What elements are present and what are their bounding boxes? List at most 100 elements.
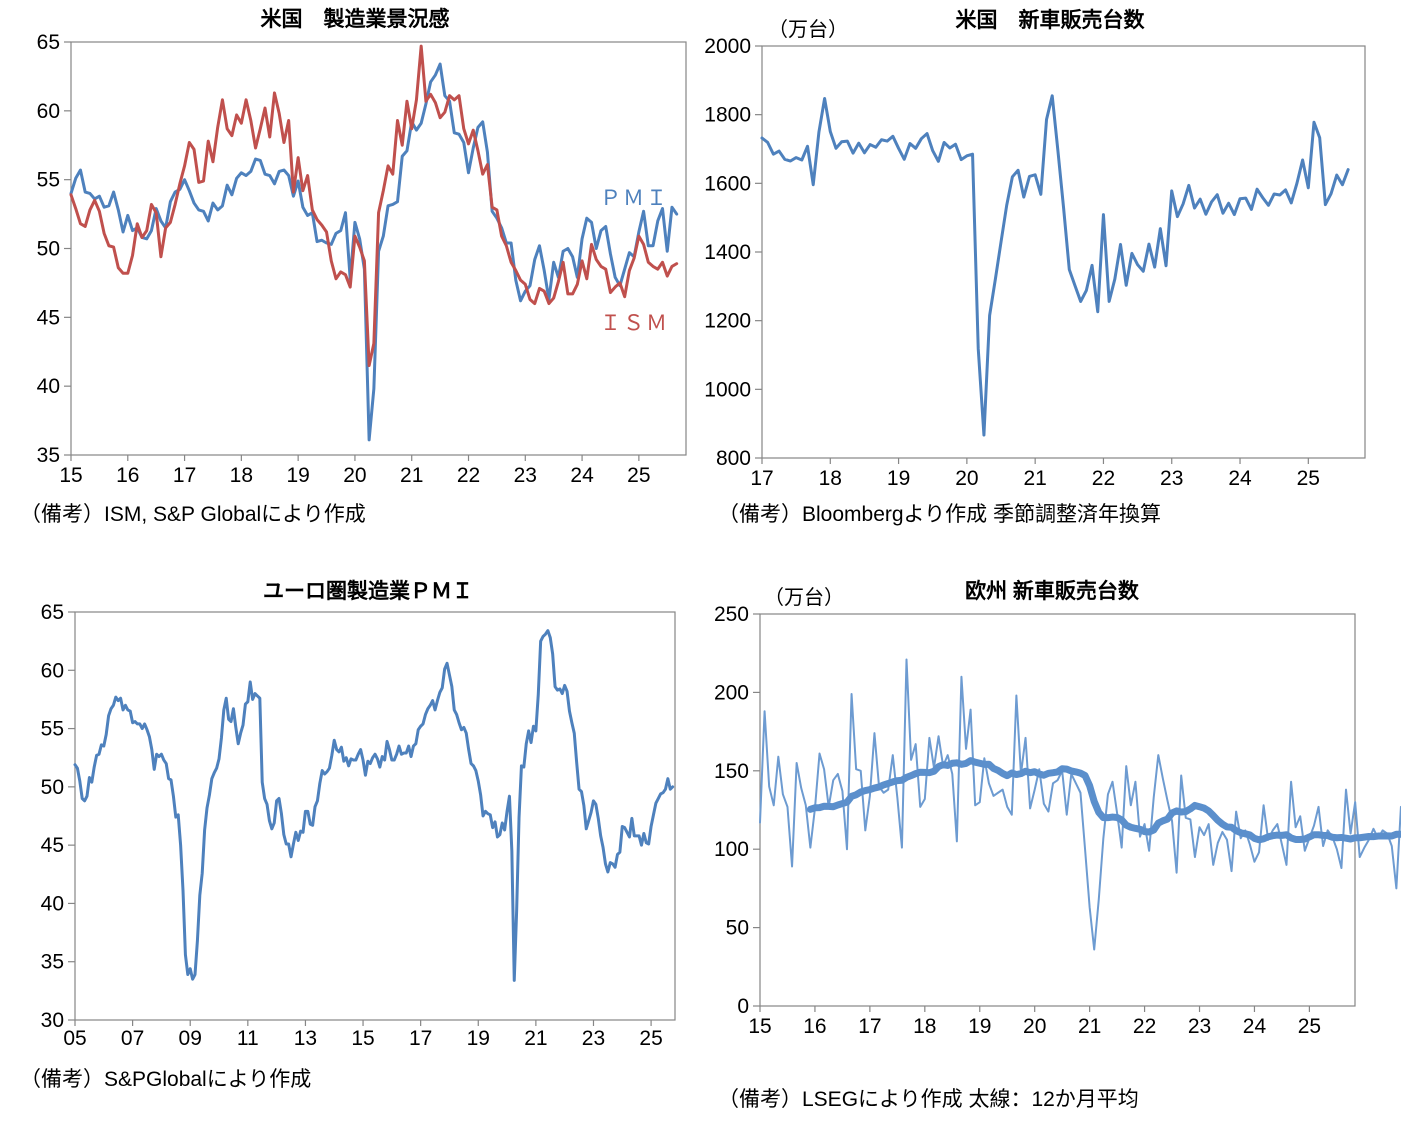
- y-tick-label: 65: [41, 601, 64, 624]
- x-tick-label: 22: [1133, 1015, 1156, 1038]
- x-tick-label: 13: [294, 1027, 317, 1050]
- x-tick-label: 23: [514, 464, 537, 487]
- chart-panel-ea-pmi: ユーロ圏製造業ＰＭＩ 30 35 40 45 50 55 60 65 05 07 09 11 13 15 17…: [0, 566, 700, 1134]
- x-tick-label: 09: [179, 1027, 202, 1050]
- x-tick-label: 23: [582, 1027, 605, 1050]
- data-series-line: [69, 62, 679, 442]
- chart-title: ユーロ圏製造業ＰＭＩ: [263, 579, 473, 603]
- x-tick-label: 19: [467, 1027, 490, 1050]
- x-tick-label: 15: [59, 464, 82, 487]
- chart-note: （備考）LSEGにより作成 太線：12か月平均: [718, 1088, 1139, 1111]
- y-tick-label: 0: [737, 995, 749, 1018]
- data-series-line: [806, 757, 1401, 844]
- y-tick-label: 45: [41, 834, 64, 857]
- series-label-ism: ＩＳＭ: [600, 312, 669, 335]
- chart-note: （備考）ISM, S&P Globalにより作成: [20, 503, 366, 526]
- data-series-line: [73, 629, 675, 982]
- x-tick-label: 18: [913, 1015, 936, 1038]
- x-tick-label: 23: [1188, 1015, 1211, 1038]
- x-tick-label: 15: [351, 1027, 374, 1050]
- x-tick-label: 11: [237, 1027, 259, 1050]
- chart-ea-auto: 欧州 新車販売台数 （万台） 0 50 100 150 200 250 15 16 17 18 19 20…: [714, 579, 1401, 1111]
- y-tick-label: 200: [714, 681, 749, 704]
- x-tick-label: 19: [968, 1015, 991, 1038]
- plot-frame: [74, 611, 676, 1021]
- chart-us-pmi: 米国 製造業景況感 35 40 45 50 55 60 65 15 16 17 18 19 20 21 22 2…: [20, 7, 687, 526]
- x-tick-label: 19: [286, 464, 309, 487]
- x-tick-label: 22: [457, 464, 480, 487]
- series-label-pmi: ＰＭＩ: [600, 187, 669, 210]
- y-tick-label: 45: [37, 306, 60, 329]
- data-series-line: [759, 658, 1401, 951]
- y-tick-label: 1400: [704, 241, 751, 264]
- y-tick-label: 60: [41, 659, 64, 682]
- x-tick-label: 20: [343, 464, 366, 487]
- x-tick-label: 15: [748, 1015, 771, 1038]
- y-tick-label: 30: [41, 1009, 64, 1032]
- chart-us-auto: 米国 新車販売台数 （万台） 800 1000 1200 1400 1600 1800 2000…: [704, 8, 1366, 526]
- x-tick-label: 21: [1078, 1015, 1101, 1038]
- x-tick-label: 18: [819, 467, 842, 490]
- x-tick-label: 17: [173, 464, 196, 487]
- y-tick-label: 1200: [704, 310, 751, 333]
- chart-panel-ea-auto: 欧州 新車販売台数 （万台） 0 50 100 150 200 250 15 16 17 18 19 20…: [700, 566, 1401, 1134]
- chart-title: 欧州 新車販売台数: [965, 579, 1140, 603]
- y-tick-label: 2000: [704, 35, 751, 58]
- y-tick-label: 40: [37, 375, 60, 398]
- x-tick-label: 18: [230, 464, 253, 487]
- x-tick-label: 20: [955, 467, 978, 490]
- x-tick-label: 16: [116, 464, 139, 487]
- y-tick-label: 100: [714, 838, 749, 861]
- x-tick-label: 22: [1092, 467, 1115, 490]
- x-tick-label: 24: [1228, 467, 1252, 490]
- x-tick-label: 25: [639, 1027, 662, 1050]
- axis-unit-label: （万台）: [764, 586, 844, 609]
- y-tick-label: 40: [41, 892, 64, 915]
- y-tick-label: 55: [37, 169, 60, 192]
- chart-title: 米国 新車販売台数: [956, 8, 1146, 32]
- y-tick-label: 1600: [704, 172, 751, 195]
- y-tick-label: 800: [716, 447, 751, 470]
- data-series-line: [760, 94, 1350, 437]
- plot-frame: [761, 45, 1366, 459]
- chart-title: 米国 製造業景況感: [261, 7, 450, 31]
- x-tick-label: 25: [1298, 1015, 1321, 1038]
- x-tick-label: 25: [627, 464, 650, 487]
- y-tick-label: 35: [41, 951, 64, 974]
- x-tick-label: 17: [858, 1015, 881, 1038]
- axis-unit-label: （万台）: [768, 18, 848, 41]
- chart-note: （備考）S&PGlobalにより作成: [20, 1068, 311, 1091]
- y-tick-label: 35: [37, 444, 60, 467]
- x-tick-label: 23: [1160, 467, 1183, 490]
- x-tick-label: 25: [1297, 467, 1320, 490]
- x-tick-label: 16: [803, 1015, 826, 1038]
- y-tick-label: 1800: [704, 104, 751, 127]
- x-tick-label: 21: [1023, 467, 1046, 490]
- chart-panel-us-auto: 米国 新車販売台数 （万台） 800 1000 1200 1400 1600 1800 2000…: [700, 0, 1401, 560]
- y-tick-label: 65: [37, 31, 60, 54]
- y-tick-label: 1000: [704, 378, 751, 401]
- y-tick-label: 55: [41, 718, 64, 741]
- x-tick-label: 21: [524, 1027, 547, 1050]
- x-tick-label: 21: [400, 464, 423, 487]
- x-tick-label: 17: [409, 1027, 432, 1050]
- data-series-line: [69, 44, 679, 368]
- x-tick-label: 17: [750, 467, 773, 490]
- x-tick-label: 07: [121, 1027, 144, 1050]
- x-tick-label: 20: [1023, 1015, 1046, 1038]
- y-tick-label: 50: [726, 917, 749, 940]
- y-tick-label: 50: [41, 776, 64, 799]
- y-tick-label: 50: [37, 238, 60, 261]
- x-tick-label: 24: [570, 464, 594, 487]
- y-tick-label: 150: [714, 760, 749, 783]
- chart-panel-us-pmi: 米国 製造業景況感 35 40 45 50 55 60 65 15 16 17 18 19 20 21 22 2…: [0, 0, 700, 560]
- x-tick-label: 24: [1243, 1015, 1267, 1038]
- chart-note: （備考）Bloombergより作成 季節調整済年換算: [718, 503, 1161, 526]
- x-tick-label: 19: [887, 467, 910, 490]
- y-tick-label: 250: [714, 603, 749, 626]
- chart-ea-pmi: ユーロ圏製造業ＰＭＩ 30 35 40 45 50 55 60 65 05 07 09 11 13 15 17…: [20, 579, 676, 1091]
- y-tick-label: 60: [37, 100, 60, 123]
- plot-frame: [759, 613, 1356, 1007]
- x-tick-label: 05: [63, 1027, 86, 1050]
